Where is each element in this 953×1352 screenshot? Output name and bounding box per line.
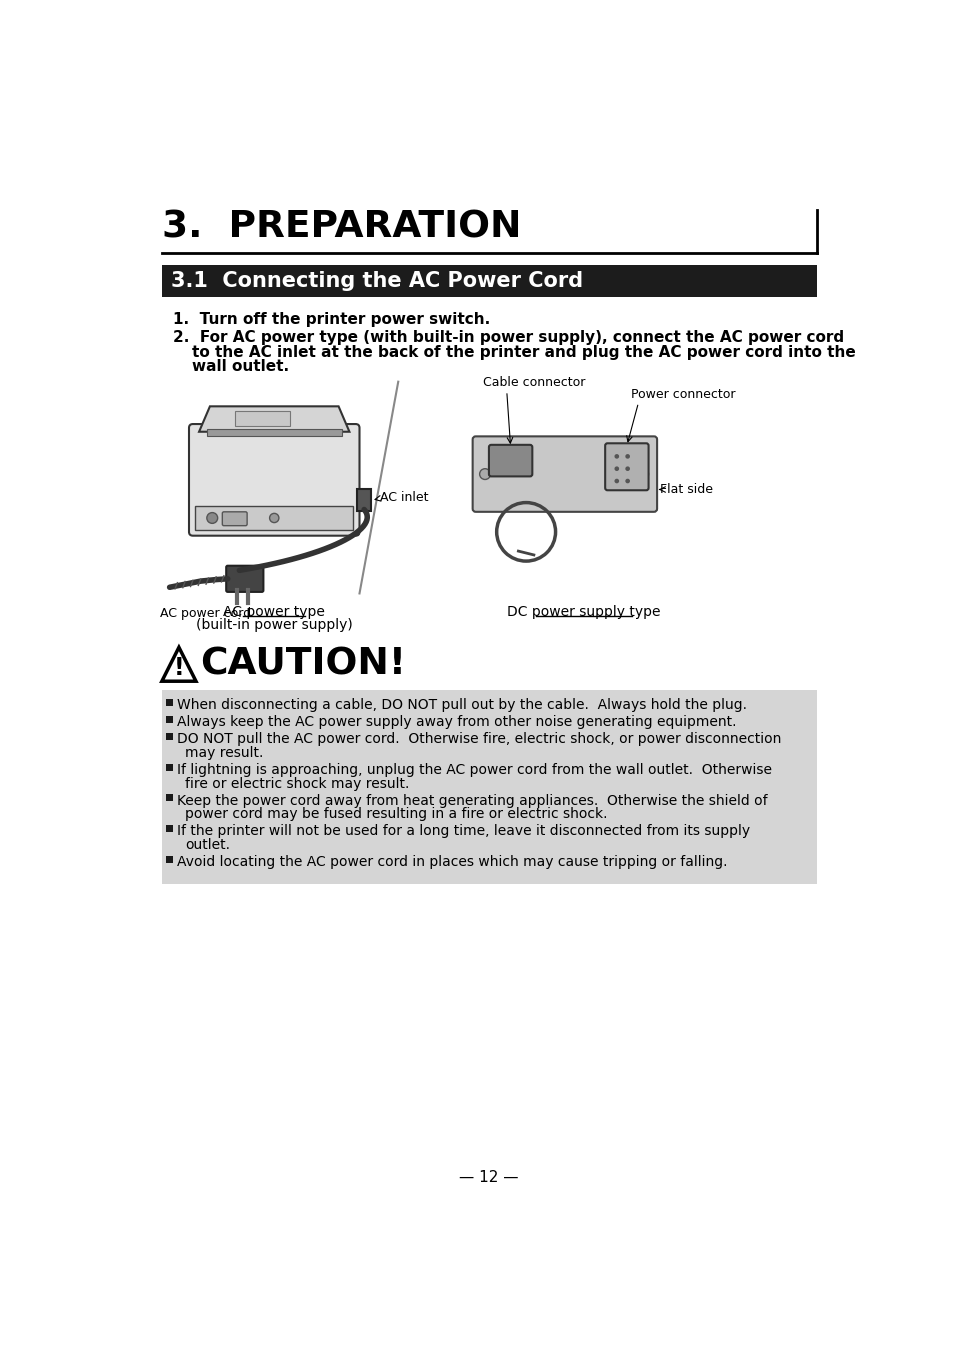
Text: If the printer will not be used for a long time, leave it disconnected from its : If the printer will not be used for a lo… [176,825,749,838]
Circle shape [624,466,629,470]
Bar [166,795,172,802]
Bar [356,489,371,511]
Text: 3.  PREPARATION: 3. PREPARATION [162,210,521,246]
FancyBboxPatch shape [488,445,532,476]
Text: CAUTION!: CAUTION! [200,648,406,683]
Text: 1.  Turn off the printer power switch.: 1. Turn off the printer power switch. [173,312,490,327]
Text: — 12 —: — 12 — [458,1169,518,1184]
Bar [166,699,172,706]
Polygon shape [199,407,349,431]
Bar [166,764,172,771]
Text: DC power supply type: DC power supply type [507,604,660,619]
Text: Keep the power cord away from heat generating appliances.  Otherwise the shield : Keep the power cord away from heat gener… [176,794,766,807]
Bar [162,691,816,884]
FancyBboxPatch shape [472,437,657,512]
Circle shape [614,454,618,458]
FancyBboxPatch shape [222,512,247,526]
Text: 2.  For AC power type (with built-in power supply), connect the AC power cord: 2. For AC power type (with built-in powe… [173,330,843,345]
Polygon shape [162,648,195,681]
Bar [162,265,816,297]
Text: outlet.: outlet. [185,838,230,852]
Bar [195,507,353,530]
Text: wall outlet.: wall outlet. [192,360,289,375]
Text: !: ! [173,656,184,680]
Text: (built-in power supply): (built-in power supply) [195,618,353,633]
Text: to the AC inlet at the back of the printer and plug the AC power cord into the: to the AC inlet at the back of the print… [192,345,855,360]
Text: Always keep the AC power supply away from other noise generating equipment.: Always keep the AC power supply away fro… [176,715,736,729]
Text: may result.: may result. [185,746,263,760]
Circle shape [479,469,490,480]
Text: DO NOT pull the AC power cord.  Otherwise fire, electric shock, or power disconn: DO NOT pull the AC power cord. Otherwise… [176,731,781,746]
Circle shape [207,512,217,523]
Circle shape [614,479,618,483]
Text: fire or electric shock may result.: fire or electric shock may result. [185,776,409,791]
Bar [235,411,290,426]
FancyBboxPatch shape [226,565,263,592]
Text: When disconnecting a cable, DO NOT pull out by the cable.  Always hold the plug.: When disconnecting a cable, DO NOT pull … [176,698,746,713]
Text: AC power cord: AC power cord [160,607,252,621]
Bar [166,856,172,863]
Circle shape [637,469,648,480]
Text: AC power type: AC power type [223,604,325,619]
Bar [166,733,172,740]
Text: AC inlet: AC inlet [380,491,429,504]
Text: Power connector: Power connector [630,388,735,402]
Text: Cable connector: Cable connector [483,376,585,389]
Circle shape [624,479,629,483]
Text: 3.1  Connecting the AC Power Cord: 3.1 Connecting the AC Power Cord [171,270,582,291]
Text: Avoid locating the AC power cord in places which may cause tripping or falling.: Avoid locating the AC power cord in plac… [176,856,726,869]
Bar [166,825,172,831]
Circle shape [270,514,278,523]
Bar [166,715,172,723]
FancyBboxPatch shape [189,425,359,535]
Bar [207,430,341,435]
Text: If lightning is approaching, unplug the AC power cord from the wall outlet.  Oth: If lightning is approaching, unplug the … [176,763,771,777]
Text: Flat side: Flat side [659,483,713,496]
Circle shape [624,454,629,458]
Circle shape [614,466,618,470]
FancyBboxPatch shape [604,443,648,491]
Text: power cord may be fused resulting in a fire or electric shock.: power cord may be fused resulting in a f… [185,807,607,822]
